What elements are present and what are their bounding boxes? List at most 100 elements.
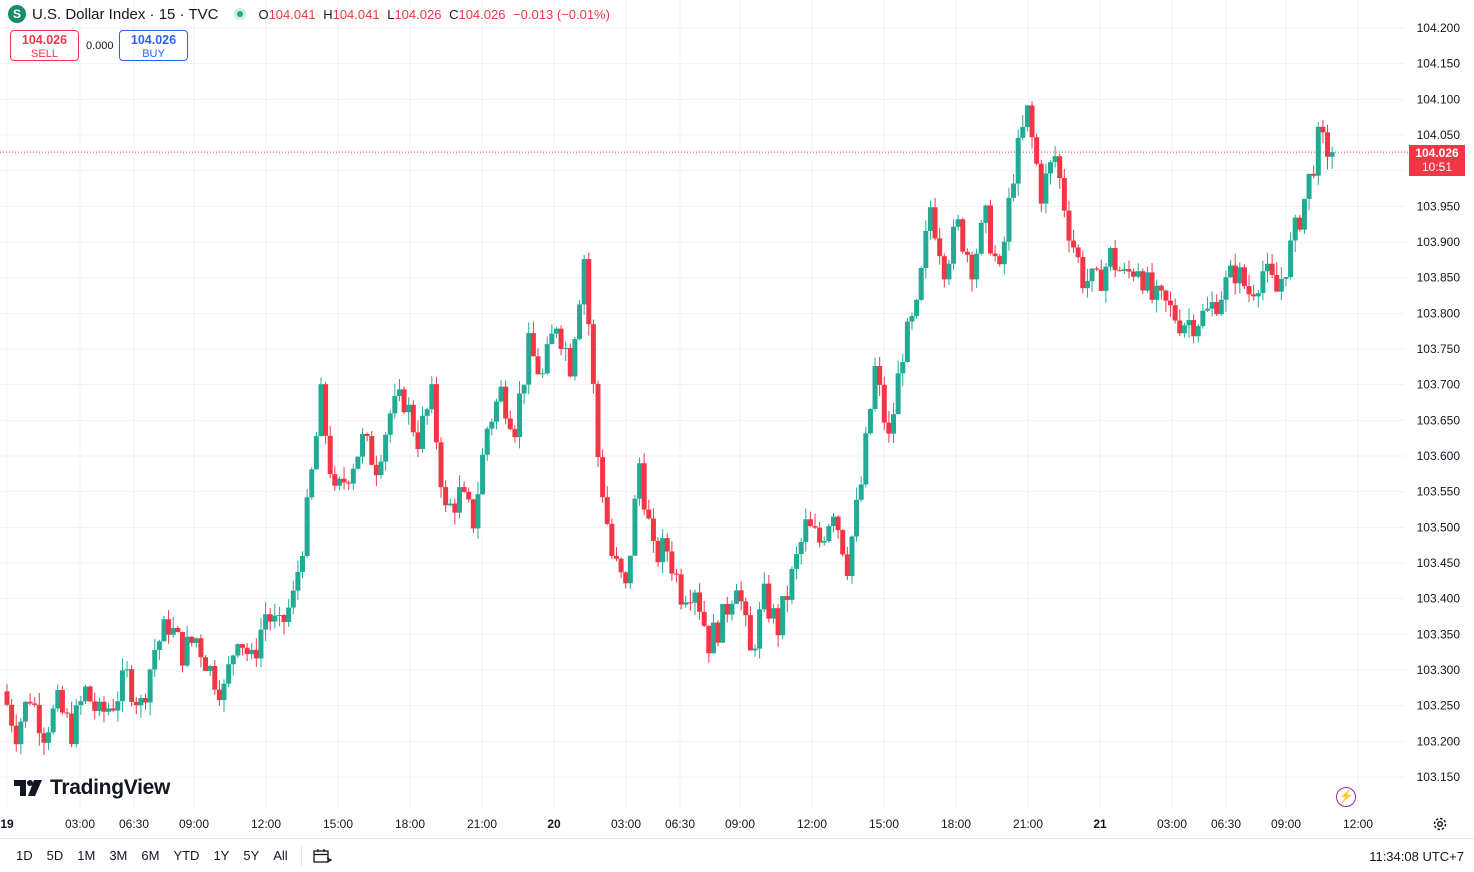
- range-3m-button[interactable]: 3M: [109, 848, 128, 863]
- candle: [1195, 324, 1201, 343]
- candle: [530, 321, 536, 357]
- spread-value: 0.000: [86, 40, 114, 52]
- open-value: 104.041: [268, 6, 316, 22]
- candle: [558, 325, 564, 356]
- candle: [789, 566, 795, 605]
- candle: [1047, 160, 1053, 185]
- candle: [720, 603, 726, 643]
- market-status-icon: [234, 8, 247, 20]
- candle: [1186, 308, 1192, 338]
- candle: [997, 253, 1003, 267]
- candle: [124, 660, 130, 678]
- price-chart[interactable]: 104.200104.150104.100104.050104.000103.9…: [0, 0, 1474, 838]
- candle: [1320, 119, 1326, 144]
- price-tick-label: 103.700: [1417, 378, 1461, 392]
- candle: [406, 397, 412, 425]
- price-tick-label: 103.850: [1417, 271, 1461, 285]
- lightning-icon[interactable]: ⚡: [1336, 787, 1356, 807]
- price-tick-label: 103.450: [1417, 556, 1461, 570]
- candle: [1131, 268, 1137, 282]
- symbol-header: S U.S. Dollar Index · 15 · TVC O104.041 …: [8, 3, 614, 25]
- bar-countdown: 10:51: [1421, 160, 1453, 174]
- candle: [152, 638, 158, 678]
- range-6m-button[interactable]: 6M: [141, 848, 160, 863]
- time-tick-label: 12:00: [1343, 817, 1373, 831]
- candle: [143, 693, 149, 710]
- candle: [1223, 270, 1229, 312]
- candle: [1265, 252, 1271, 283]
- candle: [1172, 298, 1178, 324]
- candle: [900, 353, 906, 386]
- candle: [443, 480, 449, 513]
- candle: [378, 454, 384, 479]
- candle: [401, 386, 407, 414]
- range-all-button[interactable]: All: [273, 848, 288, 863]
- time-tick-label: 15:00: [869, 817, 899, 831]
- price-tick-label: 103.350: [1417, 627, 1461, 641]
- candle: [4, 684, 10, 707]
- candle: [914, 298, 920, 319]
- candle: [927, 200, 933, 240]
- time-tick-label: 18:00: [941, 817, 971, 831]
- candle: [133, 696, 139, 715]
- high-label: H: [323, 6, 333, 22]
- candle: [286, 599, 292, 628]
- candle: [410, 400, 416, 437]
- candle: [64, 707, 70, 719]
- candle: [350, 463, 356, 491]
- candle: [415, 420, 421, 458]
- candle: [1117, 266, 1123, 272]
- tradingview-logo[interactable]: TradingView: [14, 776, 170, 800]
- candle: [549, 324, 555, 345]
- range-1y-button[interactable]: 1Y: [213, 848, 230, 863]
- candle: [230, 654, 236, 676]
- candle: [1029, 101, 1035, 149]
- candle: [170, 616, 176, 638]
- candle: [1260, 260, 1266, 301]
- range-1m-button[interactable]: 1M: [77, 848, 96, 863]
- candle: [253, 638, 259, 667]
- candle: [983, 204, 989, 234]
- candle: [480, 447, 486, 495]
- candle: [212, 659, 218, 696]
- range-5y-button[interactable]: 5Y: [243, 848, 260, 863]
- range-1d-button[interactable]: 1D: [16, 848, 33, 863]
- candle: [55, 684, 61, 712]
- candle: [1315, 122, 1321, 185]
- candle: [729, 600, 735, 621]
- symbol-title[interactable]: U.S. Dollar Index · 15 · TVC: [32, 5, 219, 23]
- candle: [775, 604, 781, 648]
- close-value: 104.026: [458, 6, 506, 22]
- candle: [1325, 124, 1331, 170]
- candle: [1001, 236, 1007, 275]
- candle: [1218, 290, 1224, 316]
- candle: [526, 322, 532, 395]
- candle: [623, 571, 629, 589]
- candle: [1011, 174, 1017, 202]
- buy-button[interactable]: 104.026 BUY: [119, 30, 188, 61]
- high-value: 104.041: [332, 6, 380, 22]
- candle: [1140, 268, 1146, 294]
- candle: [456, 475, 462, 519]
- range-5d-button[interactable]: 5D: [46, 848, 64, 863]
- time-tick-label: 06:30: [665, 817, 695, 831]
- timezone-clock[interactable]: 11:34:08 UTC+7: [1369, 849, 1464, 864]
- go-to-date-calendar-icon[interactable]: [312, 848, 332, 864]
- candle: [1177, 309, 1183, 337]
- sell-button[interactable]: 104.026 SELL: [10, 30, 79, 61]
- price-tick-label: 103.600: [1417, 449, 1461, 463]
- candle: [13, 714, 19, 752]
- candle: [318, 377, 324, 437]
- candle: [18, 717, 24, 755]
- candle: [1015, 129, 1021, 196]
- candle: [50, 704, 56, 735]
- candle: [498, 380, 504, 403]
- low-value: 104.026: [394, 6, 442, 22]
- gear-icon[interactable]: [1432, 816, 1448, 832]
- candle: [78, 696, 84, 715]
- candle: [1103, 262, 1109, 304]
- candle: [304, 488, 310, 558]
- range-ytd-button[interactable]: YTD: [173, 848, 200, 863]
- price-tick-label: 103.550: [1417, 485, 1461, 499]
- candle: [812, 513, 818, 530]
